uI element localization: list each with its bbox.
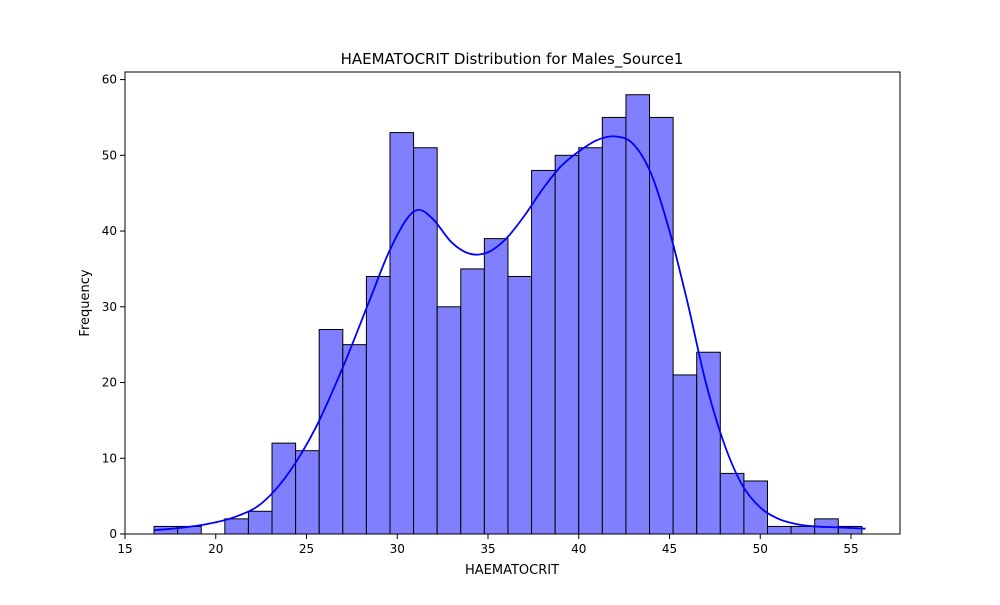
histogram-bar [436, 306, 462, 535]
histogram-bar [318, 329, 344, 535]
histogram-bar [743, 480, 769, 535]
histogram-bar [460, 268, 485, 535]
y-axis-label: Frequency [78, 269, 93, 336]
x-tick-label: 25 [299, 542, 314, 556]
x-tick-label: 45 [662, 542, 677, 556]
y-tick-label: 40 [102, 224, 117, 238]
histogram-bar [413, 147, 438, 535]
histogram-bar [247, 510, 273, 535]
histogram-bar [224, 518, 249, 535]
x-axis-ticks: 15 20 25 30 35 40 45 50 55 [117, 534, 859, 556]
bars-group [153, 94, 863, 535]
y-tick-label: 50 [102, 148, 117, 162]
plot-frame [124, 71, 901, 535]
chart-title: HAEMATOCRIT Distribution for Males_Sourc… [341, 50, 684, 69]
histogram-bar [554, 154, 580, 535]
histogram-bar [625, 94, 651, 535]
histogram-bar [389, 132, 415, 535]
histogram-bar [531, 169, 556, 535]
x-tick-label: 15 [117, 542, 132, 556]
x-axis-label: HAEMATOCRIT [465, 563, 559, 578]
x-tick-label: 35 [480, 542, 495, 556]
histogram-bar [790, 525, 816, 535]
histogram-bar [672, 374, 698, 535]
y-tick-label: 30 [102, 300, 117, 314]
y-tick-label: 20 [102, 376, 117, 390]
histogram-bar [295, 450, 320, 535]
x-tick-label: 30 [390, 542, 405, 556]
histogram-bar [342, 344, 367, 535]
x-tick-label: 40 [571, 542, 586, 556]
x-tick-label: 20 [208, 542, 223, 556]
histogram-bar [601, 116, 627, 535]
histogram-bar [696, 351, 721, 535]
histogram-bar [578, 147, 603, 535]
x-tick-label: 50 [753, 542, 768, 556]
x-tick-label: 55 [843, 542, 858, 556]
histogram-bar [767, 525, 792, 535]
y-tick-label: 0 [109, 527, 117, 541]
y-axis-ticks: 0 10 20 30 40 50 60 [102, 73, 125, 541]
kde-curve [153, 135, 866, 532]
histogram-bar [507, 275, 533, 535]
histogram-bar [365, 275, 391, 535]
y-tick-label: 10 [102, 451, 117, 465]
histogram-bar [483, 238, 509, 535]
y-tick-label: 60 [102, 73, 117, 87]
